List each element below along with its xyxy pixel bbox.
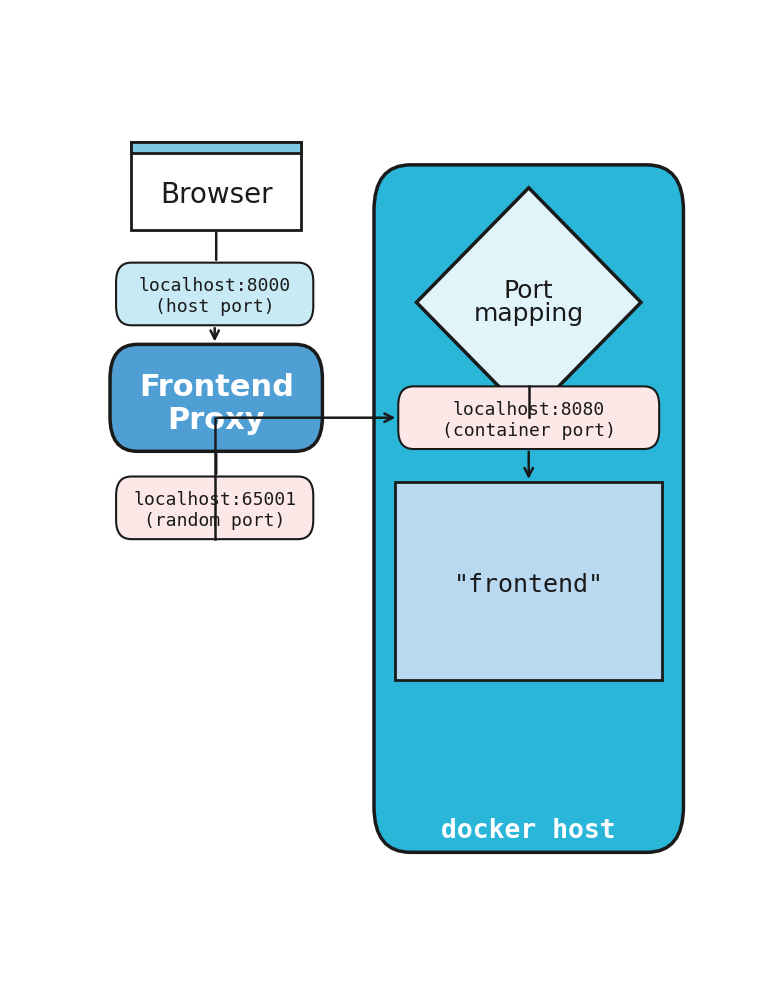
Text: (container port): (container port) — [442, 422, 615, 439]
Polygon shape — [417, 187, 641, 417]
Text: "frontend": "frontend" — [453, 573, 604, 597]
Text: Port: Port — [504, 279, 554, 303]
FancyBboxPatch shape — [116, 263, 313, 325]
Text: docker host: docker host — [442, 818, 616, 844]
FancyBboxPatch shape — [110, 344, 323, 451]
FancyBboxPatch shape — [395, 482, 662, 681]
Text: localhost:65001: localhost:65001 — [133, 491, 296, 509]
Text: (host port): (host port) — [155, 298, 275, 315]
Text: Browser: Browser — [160, 182, 272, 209]
FancyBboxPatch shape — [132, 142, 301, 230]
FancyBboxPatch shape — [132, 142, 301, 154]
Text: localhost:8000: localhost:8000 — [139, 278, 290, 296]
Text: localhost:8080: localhost:8080 — [453, 401, 604, 419]
FancyBboxPatch shape — [374, 165, 684, 852]
Text: Proxy: Proxy — [168, 407, 265, 435]
Text: (random port): (random port) — [144, 512, 285, 530]
FancyBboxPatch shape — [399, 387, 659, 449]
Text: mapping: mapping — [474, 302, 584, 325]
Text: Frontend: Frontend — [139, 373, 294, 403]
FancyBboxPatch shape — [116, 476, 313, 540]
